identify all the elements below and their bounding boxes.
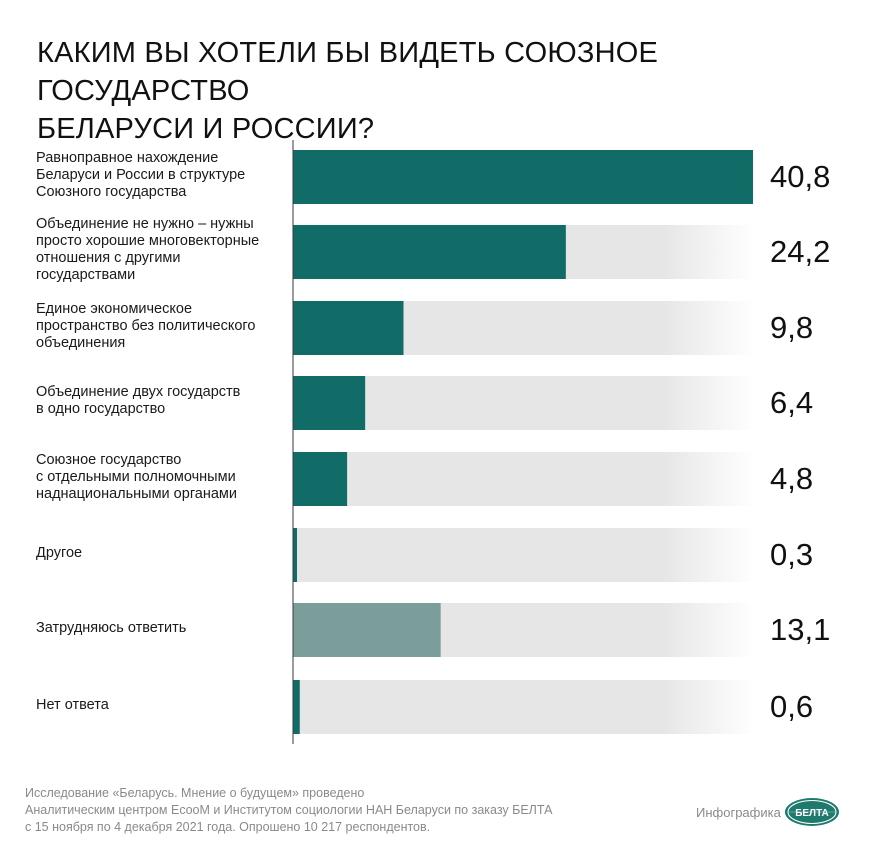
infographic-credit: Инфографика <box>696 805 781 820</box>
bar-track <box>293 528 755 582</box>
category-label-line: Союзное государство <box>36 451 182 468</box>
bar-1 <box>293 150 753 204</box>
title-line-1: КАКИМ ВЫ ХОТЕЛИ БЫ ВИДЕТЬ СОЮЗНОЕ ГОСУДА… <box>37 37 659 107</box>
category-label-line: Объединение не нужно – нужны <box>36 216 254 232</box>
value-label-5: 4,8 <box>770 461 814 496</box>
category-label-line: Затрудняюсь ответить <box>36 619 187 636</box>
category-label-line: Объединение двух государств <box>36 384 241 400</box>
value-label-2: 24,2 <box>770 234 831 269</box>
bar-8 <box>293 680 300 734</box>
category-label-line: Равноправное нахождение <box>36 149 219 166</box>
category-label-line: наднациональными органами <box>36 485 237 502</box>
logo-text: БЕЛТА <box>795 808 829 819</box>
bar-track <box>293 680 755 734</box>
category-label-1: Равноправное нахождение Беларуси и России… <box>36 146 286 204</box>
value-label-7: 13,1 <box>770 612 831 647</box>
value-label-6: 0,3 <box>770 537 814 572</box>
bar-chart <box>292 140 755 744</box>
category-label-line: государствами <box>36 267 136 283</box>
category-label-4: Объединение двух государств в одно госуда… <box>36 372 286 430</box>
footer-line-1: Исследование «Беларусь. Мнение о будущем… <box>25 786 365 800</box>
bar-7 <box>293 603 441 657</box>
footer-line-3: с 15 ноября по 4 декабря 2021 года. Опро… <box>25 820 431 834</box>
category-label-2: Объединение не нужно – нужны просто хорош… <box>36 216 286 283</box>
category-label-8: Нет ответа <box>36 676 286 734</box>
bar-track <box>293 452 755 506</box>
bar-4 <box>293 376 366 430</box>
category-label-line: с отдельными полномочными <box>36 468 236 485</box>
category-label-line: отношения с другими <box>36 250 181 266</box>
value-label-1: 40,8 <box>770 159 831 194</box>
category-label-line: Единое экономическое <box>36 300 193 317</box>
category-label-line: просто хорошие многовекторные <box>36 233 260 249</box>
category-label-5: Союзное государство с отдельными полномоч… <box>36 448 286 506</box>
footer-line-2: Аналитическим центром EcooM и Институтом… <box>25 803 553 817</box>
category-label-3: Единое экономическое пространство без пол… <box>36 297 286 355</box>
bar-6 <box>293 528 297 582</box>
value-label-4: 6,4 <box>770 385 814 420</box>
value-label-8: 0,6 <box>770 689 814 724</box>
category-label-line: пространство без политического <box>36 317 256 334</box>
category-label-7: Затрудняюсь ответить <box>36 599 286 657</box>
category-label-line: Беларуси и России в структуре <box>36 166 246 183</box>
title-line-2: БЕЛАРУСИ И РОССИИ? <box>37 113 375 145</box>
category-label-line: объединения <box>36 334 126 351</box>
belta-logo: БЕЛТА <box>785 798 839 826</box>
category-label-line: Другое <box>36 544 83 561</box>
category-label-line: в одно государство <box>36 401 166 417</box>
category-label-line: Союзного государства <box>36 183 187 200</box>
footer-note: Исследование «Беларусь. Мнение о будущем… <box>25 785 645 836</box>
bar-3 <box>293 301 404 355</box>
value-label-3: 9,8 <box>770 310 814 345</box>
category-label-6: Другое <box>36 524 286 582</box>
bar-track <box>293 376 755 430</box>
bar-2 <box>293 225 566 279</box>
bar-5 <box>293 452 348 506</box>
chart-title: КАКИМ ВЫ ХОТЕЛИ БЫ ВИДЕТЬ СОЮЗНОЕ ГОСУДА… <box>37 34 837 148</box>
category-label-line: Нет ответа <box>36 696 109 713</box>
